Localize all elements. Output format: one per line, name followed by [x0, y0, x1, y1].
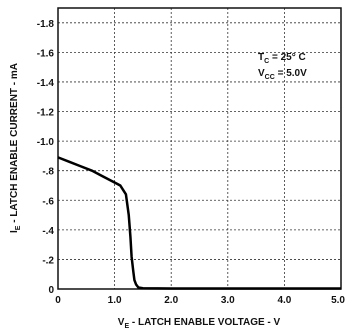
y-tick-label: -.6	[42, 196, 54, 207]
y-tick-label: 0	[48, 285, 54, 296]
y-tick-label: -1.4	[37, 78, 55, 89]
y-tick-label: -.2	[42, 255, 54, 266]
x-tick-label: 3.0	[221, 295, 235, 306]
x-axis-ticks: 0 1.0 2.0 3.0 4.0 5.0	[55, 295, 345, 306]
y-tick-label: -.8	[42, 167, 54, 178]
y-tick-label: -.4	[42, 226, 54, 237]
x-tick-label: 2.0	[164, 295, 178, 306]
grid	[58, 8, 341, 289]
x-tick-label: 4.0	[277, 295, 291, 306]
x-tick-label: 1.0	[108, 295, 122, 306]
y-axis-ticks: 0 -.2 -.4 -.6 -.8 -1.0 -1.2 -1.4 -1.6 -1.8	[37, 19, 55, 296]
svg-text:VE - LATCH ENABLE VOLTAGE - V: VE - LATCH ENABLE VOLTAGE - V	[118, 317, 281, 330]
data-series-line	[57, 156, 341, 290]
y-axis-title: IE - LATCH ENABLE CURRENT - mA	[9, 63, 22, 233]
x-tick-label: 5.0	[331, 295, 345, 306]
x-tick-label: 0	[55, 295, 61, 306]
annotation-tc: TC = 25° C	[258, 52, 306, 65]
svg-text:TC = 25° C: TC = 25° C	[258, 52, 306, 65]
y-tick-label: -1.0	[37, 137, 55, 148]
y-tick-label: -1.6	[37, 48, 55, 59]
annotation-vcc: VCC = 5.0V	[258, 68, 307, 81]
svg-text:VCC = 5.0V: VCC = 5.0V	[258, 68, 307, 81]
svg-text:IE - LATCH ENABLE CURRENT - mA: IE - LATCH ENABLE CURRENT - mA	[9, 63, 22, 233]
y-tick-label: -1.2	[37, 108, 55, 119]
y-tick-label: -1.8	[37, 19, 55, 30]
plot-frame	[57, 7, 342, 290]
x-axis-title: VE - LATCH ENABLE VOLTAGE - V	[118, 317, 281, 330]
